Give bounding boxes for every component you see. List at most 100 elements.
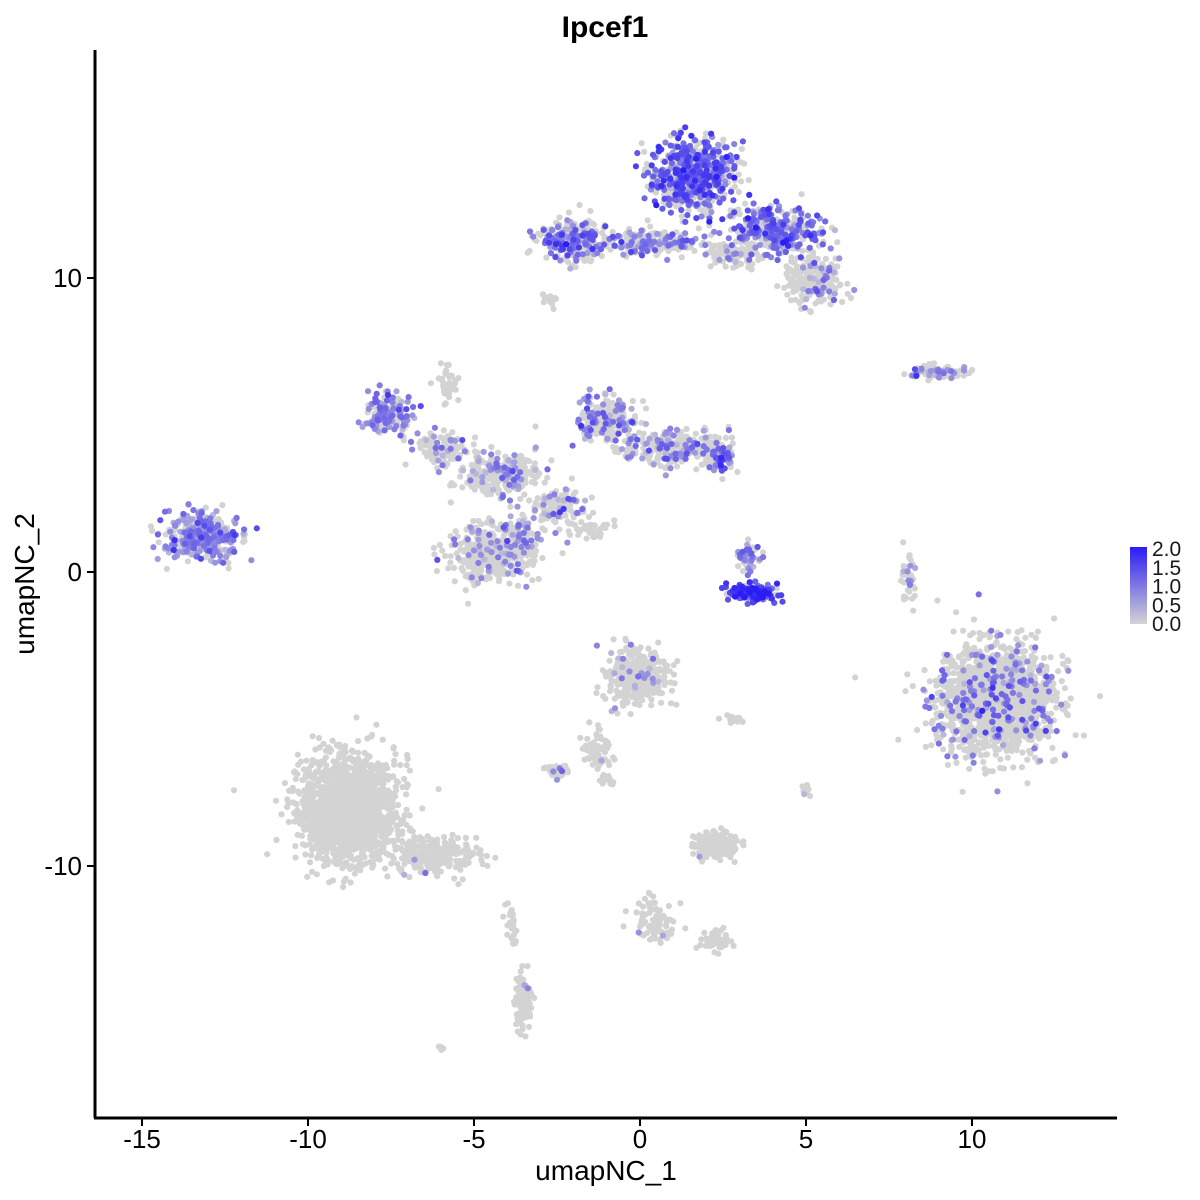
cell-point [722,434,730,441]
cell-point [922,720,929,727]
cell-point [1059,652,1066,660]
cell-point [834,239,841,246]
cell-point [911,592,918,600]
cell-point [609,228,616,236]
cell-point [982,770,989,777]
cell-point [652,189,660,196]
cell-point [397,761,404,769]
cell-point [683,425,690,433]
cell-point [744,240,751,247]
cell-point [1022,634,1029,641]
cell-point [1011,739,1018,746]
cell-point [241,537,248,544]
cell-point [389,837,396,845]
cell-point [460,559,467,566]
cell-point [303,757,310,764]
cell-point [455,397,462,404]
cell-point [465,600,472,607]
cell-point [446,389,453,396]
cell-point [442,400,449,407]
cell-point [562,512,569,519]
cell-point [462,573,469,580]
cell-point [610,391,617,398]
cell-point [759,549,767,556]
cell-point [521,491,528,498]
cell-point [440,382,447,389]
cell-point [452,528,459,535]
cell-point [382,762,389,769]
cell-point [1028,631,1035,638]
cell-point [598,253,605,260]
cell-point [403,806,410,813]
cell-point [433,568,440,575]
cell-point [738,178,745,185]
cell-point [611,523,618,530]
cell-point [587,220,594,227]
cell-point [644,217,651,224]
cell-point [447,553,454,560]
cell-point [968,738,976,745]
cell-point [1027,750,1034,757]
cell-point [962,754,969,761]
cell-point [1024,703,1031,710]
cell-point [638,140,645,147]
cell-point [983,659,991,666]
cell-point [735,171,742,178]
cell-point [446,374,453,381]
cell-point [225,565,232,572]
cell-point [483,491,491,498]
cell-point [147,523,155,530]
cell-point [1051,615,1058,622]
cell-point [798,191,805,198]
cell-point [469,564,476,571]
cell-point [585,525,592,532]
cell-point [722,263,729,270]
cell-point [379,736,386,743]
cell-point [517,495,524,502]
cell-point [930,360,938,367]
cell-point [911,585,918,592]
cell-point [966,765,973,772]
cell-point [844,280,851,287]
cell-point [458,442,465,449]
cell-point [529,551,536,559]
cell-point [393,778,400,785]
cell-point [608,426,615,433]
cell-point [447,499,454,506]
cell-point [390,773,397,780]
cell-point [806,307,814,314]
cell-point [507,503,514,510]
cell-point [445,565,452,572]
cell-point [474,481,481,489]
cell-point [928,742,935,749]
cell-point [1080,732,1087,739]
cell-point [1018,648,1025,655]
cell-point [494,525,501,532]
cell-point [526,558,533,565]
cell-point [524,457,531,464]
cell-point [559,550,566,557]
cell-point [610,443,617,451]
cell-point [1007,728,1014,735]
cell-point [451,482,458,489]
cell-point [565,209,573,216]
cell-point [589,509,597,516]
cell-point [581,414,588,422]
cell-point [462,546,470,553]
cell-point [1055,668,1062,675]
cell-point [940,746,947,753]
cell-point [716,249,723,256]
cell-point [376,856,383,863]
cell-point [933,682,940,689]
cell-point [976,636,983,643]
cell-point [1036,735,1043,742]
cell-point [517,452,525,459]
cell-point [430,544,437,551]
cell-point [1024,756,1031,763]
cell-point [550,305,557,312]
cell-point [738,145,745,152]
cell-point [390,745,397,752]
cell-point [457,540,464,547]
cell-point [1027,690,1034,697]
cell-point [678,254,685,261]
